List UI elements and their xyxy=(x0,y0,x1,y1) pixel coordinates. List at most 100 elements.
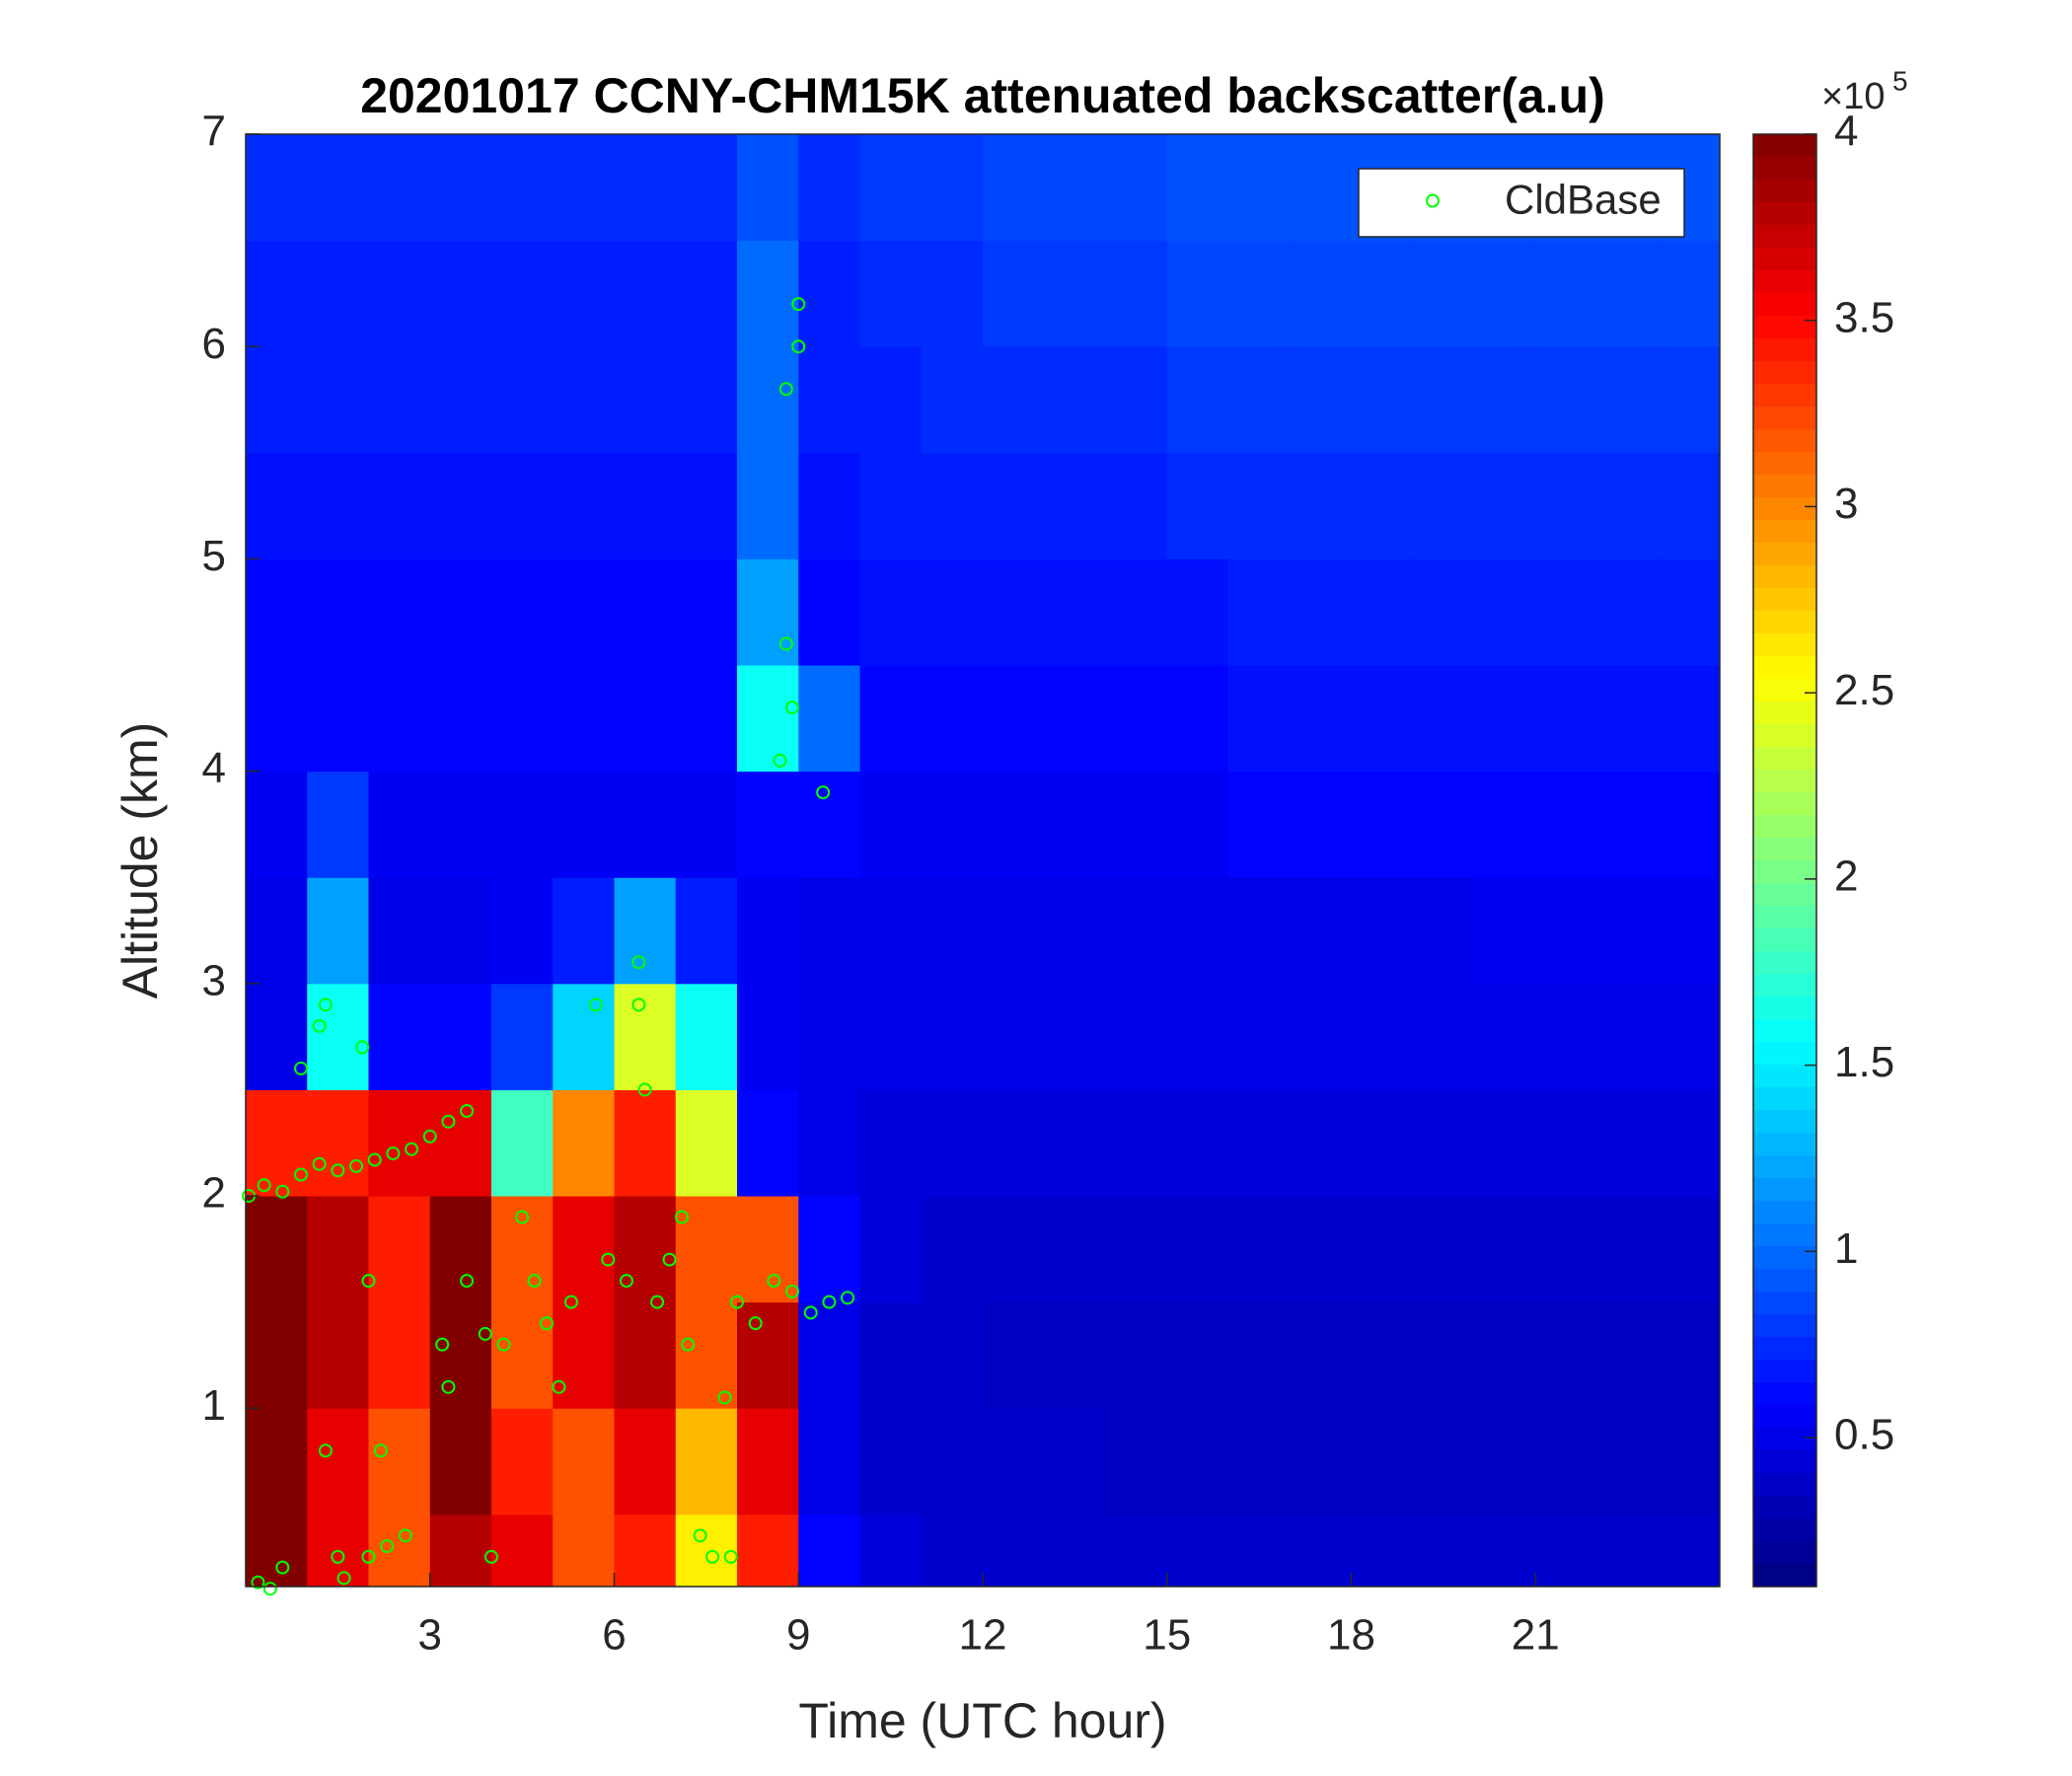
heatmap-cell xyxy=(859,240,923,347)
heatmap-cell xyxy=(921,665,984,773)
heatmap-cell xyxy=(921,134,984,242)
heatmap-cell xyxy=(307,1408,369,1516)
cloud-base-point xyxy=(441,1114,456,1129)
cloud-base-point xyxy=(349,1158,364,1173)
heatmap-cell xyxy=(1044,1514,1106,1588)
heatmap-cell xyxy=(1166,983,1229,1090)
heatmap-cell xyxy=(798,134,860,242)
colorbar-step xyxy=(1753,475,1816,498)
heatmap-cell xyxy=(491,1514,554,1588)
cloud-base-point xyxy=(361,1274,376,1289)
colorbar-step xyxy=(1753,997,1816,1020)
heatmap-cell xyxy=(675,771,738,878)
colorbar-step xyxy=(1753,1428,1816,1451)
heatmap-cell xyxy=(491,665,554,773)
cloud-base-point xyxy=(318,1443,333,1458)
heatmap-cell xyxy=(1412,1196,1475,1303)
colorbar-step xyxy=(1753,1473,1816,1497)
heatmap-cell xyxy=(675,665,738,773)
heatmap-cell xyxy=(1596,1301,1660,1409)
heatmap-cell xyxy=(307,877,369,985)
heatmap-cell xyxy=(1228,1514,1291,1588)
y-tick-label: 6 xyxy=(202,320,226,368)
y-tick-label: 2 xyxy=(202,1169,226,1218)
heatmap-cell xyxy=(1228,1089,1291,1197)
colorbar-step xyxy=(1753,1564,1816,1588)
colorbar-step xyxy=(1753,338,1816,362)
heatmap-cell xyxy=(1228,1408,1291,1516)
heatmap-cell xyxy=(1166,665,1229,773)
colorbar-step xyxy=(1753,770,1816,793)
heatmap-cell xyxy=(1166,134,1229,242)
heatmap-cell xyxy=(675,452,738,559)
heatmap-cell xyxy=(1535,1301,1597,1409)
colorbar-step xyxy=(1753,293,1816,317)
colorbar-step xyxy=(1753,1065,1816,1088)
heatmap-cell xyxy=(1412,452,1475,559)
cloud-base-point xyxy=(275,1184,290,1199)
heatmap-cell xyxy=(614,1514,677,1588)
heatmap-cell xyxy=(983,771,1045,878)
heatmap-cell xyxy=(1166,452,1229,559)
heatmap-cell xyxy=(1228,240,1291,347)
heatmap-cell xyxy=(368,771,431,878)
heatmap-cell xyxy=(983,240,1045,347)
heatmap-cell xyxy=(1290,346,1352,454)
heatmap-cell xyxy=(368,134,431,242)
colorbar-step xyxy=(1753,883,1816,907)
heatmap-cell xyxy=(798,665,860,773)
heatmap-cell xyxy=(921,558,984,666)
heatmap-cell xyxy=(553,452,615,559)
heatmap-cell xyxy=(1166,346,1229,454)
colorbar-step xyxy=(1753,792,1816,816)
heatmap-cell xyxy=(491,1408,554,1516)
heatmap-cell xyxy=(1535,558,1597,666)
heatmap-cell xyxy=(553,771,615,878)
heatmap-cell xyxy=(429,1089,492,1197)
colorbar-step xyxy=(1753,974,1816,998)
colorbar-step xyxy=(1753,1292,1816,1315)
colorbar-step xyxy=(1753,1337,1816,1361)
heatmap-cell xyxy=(675,558,738,666)
cloud-base-point xyxy=(294,1167,309,1182)
y-axis-label: Altitude (km) xyxy=(112,722,168,999)
heatmap-cell xyxy=(553,983,615,1090)
heatmap-cell xyxy=(983,877,1045,985)
cloud-base-point xyxy=(294,1061,309,1075)
heatmap-cell xyxy=(553,1514,615,1588)
heatmap-cell xyxy=(614,1408,677,1516)
heatmap-cell xyxy=(1474,1196,1536,1303)
cloud-base-point xyxy=(778,382,793,397)
heatmap-cell xyxy=(246,665,308,773)
y-tick-label: 3 xyxy=(202,956,226,1004)
heatmap-cell xyxy=(246,134,308,242)
colorbar-tick-label: 2.5 xyxy=(1834,666,1894,714)
cloud-base-point xyxy=(650,1295,665,1309)
heatmap-cell xyxy=(1474,346,1536,454)
cloud-base-point xyxy=(841,1291,855,1305)
heatmap-cell xyxy=(1351,558,1414,666)
cloud-base-point xyxy=(312,1156,327,1171)
heatmap-cell xyxy=(1105,1514,1168,1588)
cloud-base-point xyxy=(705,1549,720,1564)
colorbar-step xyxy=(1753,815,1816,839)
heatmap-cell xyxy=(1228,877,1291,985)
heatmap-cell xyxy=(1474,1408,1536,1516)
heatmap-cell xyxy=(1596,1408,1660,1516)
colorbar-step xyxy=(1753,724,1816,748)
heatmap xyxy=(246,134,1721,1588)
heatmap-cell xyxy=(921,452,984,559)
heatmap-cell xyxy=(1105,877,1168,985)
heatmap-cell xyxy=(1290,983,1352,1090)
heatmap-cell xyxy=(1412,877,1475,985)
colorbar-step xyxy=(1753,906,1816,929)
heatmap-cell xyxy=(307,1196,369,1303)
cloud-base-point xyxy=(361,1549,376,1564)
heatmap-cell xyxy=(307,452,369,559)
colorbar-step xyxy=(1753,1382,1816,1406)
heatmap-cell xyxy=(553,1408,615,1516)
heatmap-cell xyxy=(368,1514,431,1588)
heatmap-cell xyxy=(614,983,677,1090)
heatmap-cell xyxy=(737,240,799,347)
